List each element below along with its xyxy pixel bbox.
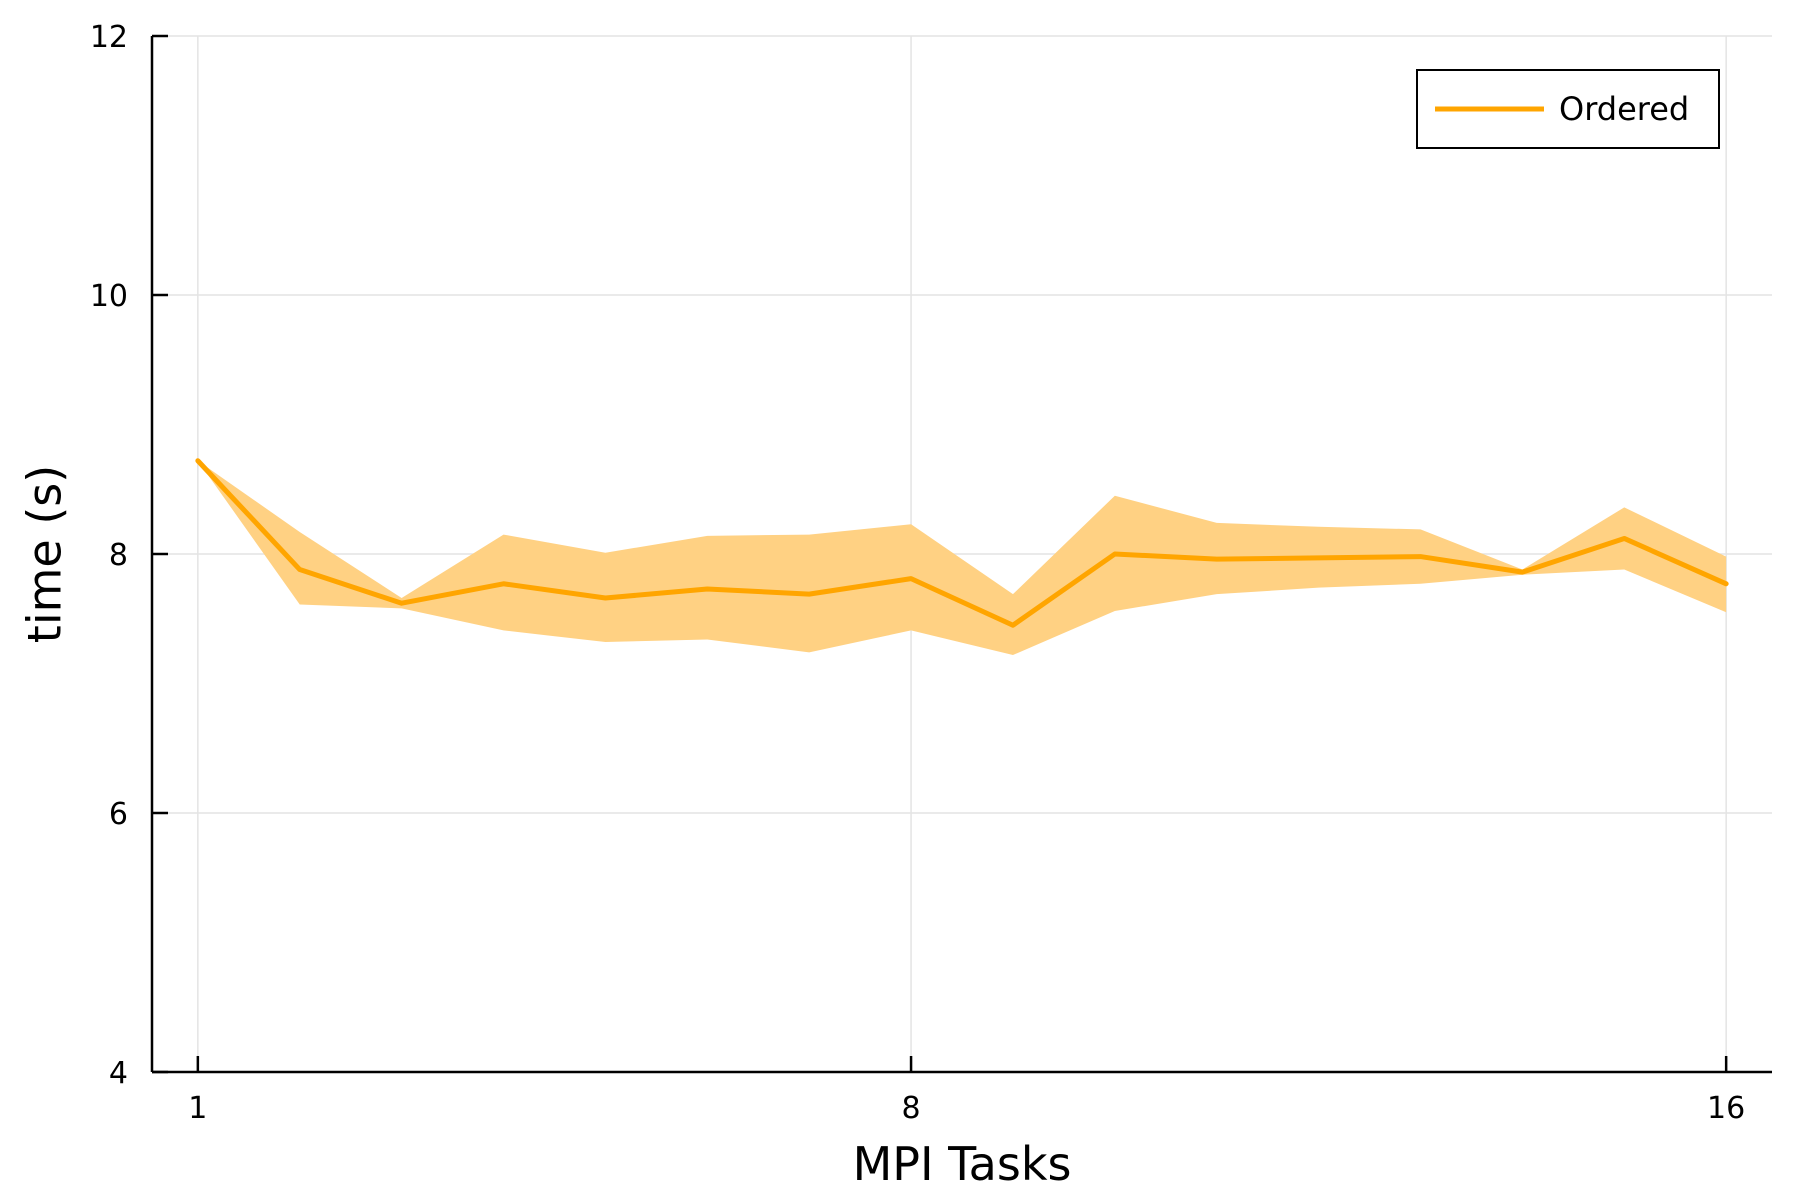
series-line-1 [195, 458, 1729, 628]
x-tick-label: 1 [188, 1091, 207, 1126]
x-tick-label: 8 [902, 1091, 921, 1126]
axes [150, 34, 1772, 1074]
series-band [197, 460, 1727, 656]
x-tick-label: 16 [1707, 1091, 1745, 1126]
y-tick-label: 10 [90, 279, 128, 314]
legend: Ordered [1416, 69, 1720, 149]
x-axis-title: MPI Tasks [853, 1137, 1072, 1191]
y-tick-label: 8 [109, 538, 128, 573]
grid [152, 35, 1772, 1073]
legend-box [1416, 69, 1720, 149]
y-tick-label: 4 [109, 1056, 128, 1091]
y-tick-label: 12 [90, 20, 128, 55]
y-tick-label: 6 [109, 797, 128, 832]
legend-label: Ordered [1559, 90, 1689, 128]
confidence-band [197, 460, 1727, 656]
series-line [195, 458, 1729, 628]
tick-labels: 1 8 16 4 6 8 10 12 [90, 20, 1745, 1126]
y-axis-title: time (s) [18, 465, 72, 643]
